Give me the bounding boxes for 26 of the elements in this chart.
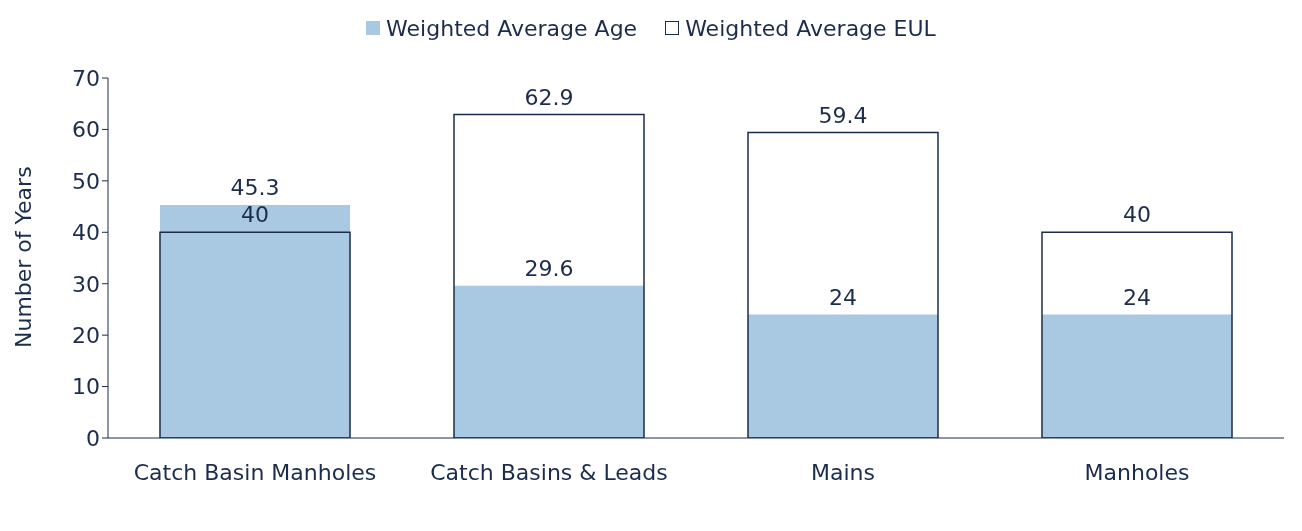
y-tick-label: 0 <box>86 425 100 451</box>
bar <box>748 314 938 438</box>
x-tick-label: Catch Basins & Leads <box>430 459 668 485</box>
data-label: 29.6 <box>524 255 574 281</box>
x-tick-label: Catch Basin Manholes <box>133 459 377 485</box>
y-tick-label: 60 <box>72 117 100 143</box>
x-tick-label: Manholes <box>1084 459 1190 485</box>
y-axis-title: Number of Years <box>10 166 36 348</box>
data-label: 40 <box>241 202 269 228</box>
data-label: 24 <box>1123 284 1151 310</box>
y-tick-label: 10 <box>72 374 100 400</box>
data-label: 62.9 <box>524 84 574 110</box>
legend-label: Weighted Average Age <box>386 15 638 41</box>
bar <box>454 285 644 438</box>
y-tick-label: 40 <box>72 220 100 246</box>
data-label: 45.3 <box>230 175 280 201</box>
bar <box>1042 314 1232 438</box>
data-label: 40 <box>1123 202 1151 228</box>
data-label: 59.4 <box>818 102 868 128</box>
y-tick-label: 30 <box>72 271 100 297</box>
data-label: 24 <box>829 284 857 310</box>
y-tick-label: 20 <box>72 322 100 348</box>
y-tick-label: 50 <box>72 168 100 194</box>
legend-label: Weighted Average EUL <box>685 15 936 41</box>
x-tick-label: Mains <box>811 459 875 485</box>
y-tick-label: 70 <box>72 65 100 91</box>
